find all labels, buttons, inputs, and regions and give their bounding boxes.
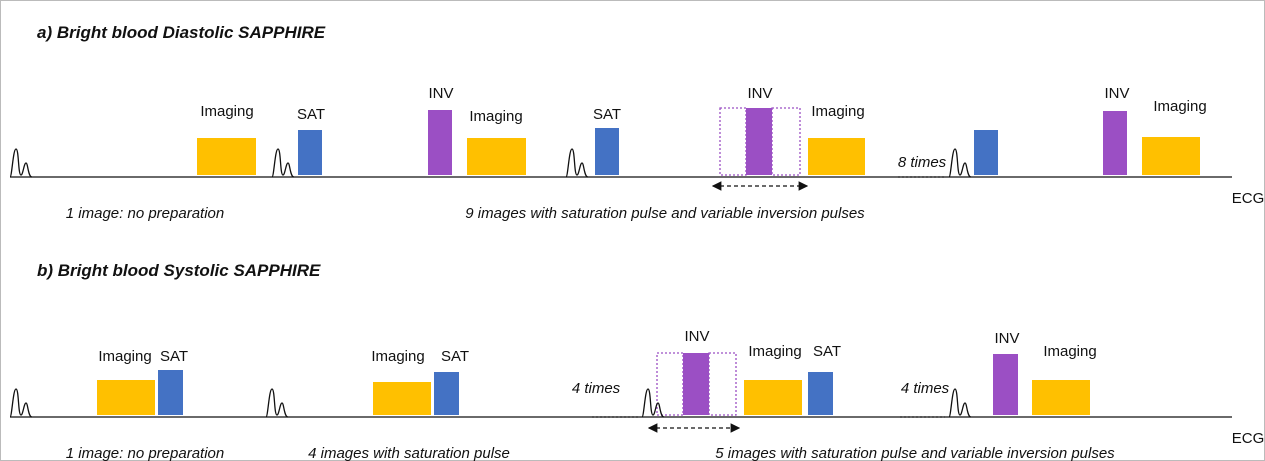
pulse-label: Imaging xyxy=(469,108,522,125)
imaging-block xyxy=(1142,137,1200,175)
sat-pulse xyxy=(298,130,322,175)
imaging-block xyxy=(97,380,155,415)
ecg-wave xyxy=(271,148,295,178)
pulse-label: SAT xyxy=(593,106,621,123)
sat-pulse xyxy=(808,372,833,415)
imaging-block xyxy=(744,380,802,415)
pulse-label: Imaging xyxy=(1043,343,1096,360)
ecg-wave xyxy=(641,388,665,418)
pulse-label: INV xyxy=(428,85,453,102)
panel-title: a) Bright blood Diastolic SAPPHIRE xyxy=(37,23,326,42)
repeat-label: 4 times xyxy=(572,380,621,397)
imaging-block xyxy=(373,382,431,415)
pulse-label: INV xyxy=(994,330,1019,347)
imaging-block xyxy=(1032,380,1090,415)
pulse-label: SAT xyxy=(813,343,841,360)
inv-variable xyxy=(771,107,801,176)
pulse-label: Imaging xyxy=(371,348,424,365)
sat-pulse xyxy=(595,128,619,175)
ecg-wave xyxy=(9,148,33,178)
annotation: 4 images with saturation pulse xyxy=(308,445,510,461)
inv-variable xyxy=(708,352,737,416)
sat-pulse xyxy=(974,130,998,175)
imaging-block xyxy=(808,138,865,175)
pulse-label: Imaging xyxy=(200,103,253,120)
repeat-label: 4 times xyxy=(901,380,950,397)
repeat-label: 8 times xyxy=(898,154,947,171)
annotation: 9 images with saturation pulse and varia… xyxy=(465,205,865,222)
pulse-label: INV xyxy=(684,328,709,345)
pulse-label: INV xyxy=(747,85,772,102)
pulse-label: Imaging xyxy=(98,348,151,365)
ecg-wave xyxy=(9,388,33,418)
annotation: 1 image: no preparation xyxy=(66,205,224,222)
inv-variable xyxy=(719,107,747,176)
pulse-label: Imaging xyxy=(748,343,801,360)
inv-pulse xyxy=(1103,111,1127,175)
ecg-wave xyxy=(565,148,589,178)
pulse-label: SAT xyxy=(297,106,325,123)
annotation: 5 images with saturation pulse and varia… xyxy=(715,445,1115,461)
panel-title: b) Bright blood Systolic SAPPHIRE xyxy=(37,261,321,280)
inv-pulse xyxy=(993,354,1018,415)
imaging-block xyxy=(467,138,526,175)
ecg-label: ECG xyxy=(1232,190,1265,207)
inv-pulse xyxy=(683,353,709,415)
inv-variable xyxy=(656,352,684,416)
ecg-wave xyxy=(948,148,972,178)
annotation: 1 image: no preparation xyxy=(66,445,224,461)
ecg-label: ECG xyxy=(1232,430,1265,447)
inv-pulse xyxy=(746,108,772,175)
imaging-block xyxy=(197,138,256,175)
sat-pulse xyxy=(158,370,183,415)
sat-pulse xyxy=(434,372,459,415)
pulse-label: SAT xyxy=(441,348,469,365)
ecg-wave xyxy=(265,388,289,418)
pulse-label: Imaging xyxy=(811,103,864,120)
pulse-label: SAT xyxy=(160,348,188,365)
pulse-label: Imaging xyxy=(1153,98,1206,115)
pulse-label: INV xyxy=(1104,85,1129,102)
ecg-wave xyxy=(948,388,972,418)
inv-pulse xyxy=(428,110,452,175)
